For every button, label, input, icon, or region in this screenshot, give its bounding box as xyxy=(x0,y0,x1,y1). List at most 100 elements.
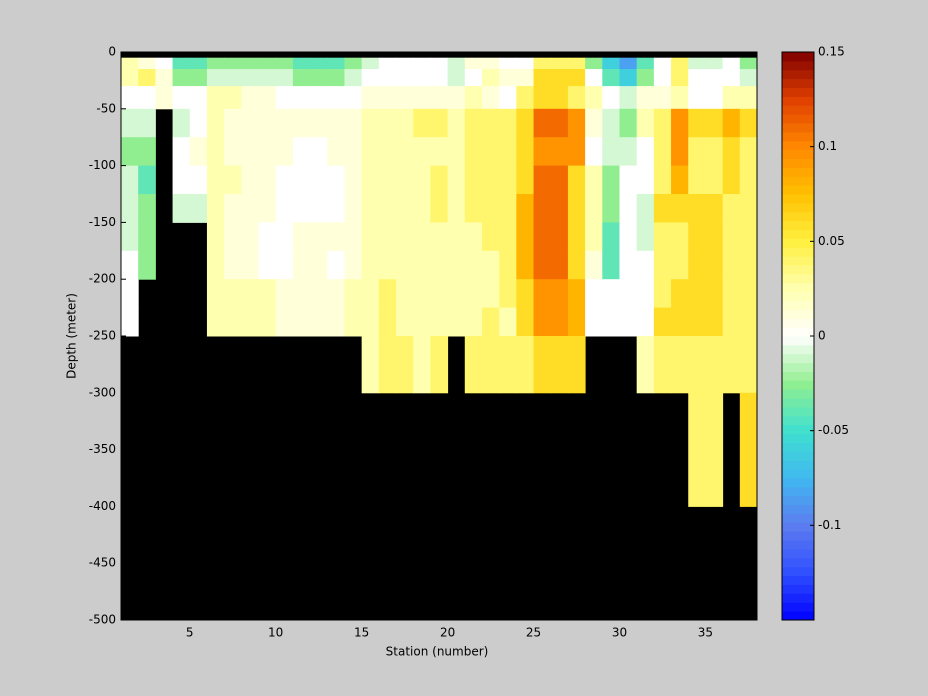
heatmap-cell xyxy=(344,307,363,337)
heatmap-cell xyxy=(602,86,620,110)
heatmap-cell xyxy=(705,194,724,223)
heatmap-cell xyxy=(413,108,431,138)
heatmap-cell xyxy=(739,69,758,87)
heatmap-cell xyxy=(224,194,242,223)
heatmap-cell xyxy=(258,69,277,87)
heatmap-cell xyxy=(499,222,517,252)
colorbar-swatch xyxy=(782,575,814,585)
heatmap-cell xyxy=(172,86,191,110)
heatmap-cell xyxy=(258,108,277,138)
heatmap-cell xyxy=(396,250,414,280)
heatmap-cell xyxy=(516,165,535,195)
colorbar-swatch xyxy=(782,504,814,514)
heatmap-cell xyxy=(344,194,363,223)
heatmap-cell xyxy=(550,279,569,309)
heatmap-cell xyxy=(533,57,552,70)
heatmap-cell xyxy=(378,165,397,195)
heatmap-cell xyxy=(585,69,603,87)
heatmap-cell xyxy=(292,307,311,337)
heatmap-cell xyxy=(739,222,758,252)
heatmap-cell xyxy=(413,222,431,252)
heatmap-cell xyxy=(567,222,586,252)
heatmap-cell xyxy=(155,86,174,110)
heatmap-cell xyxy=(671,108,689,138)
heatmap-cell xyxy=(567,194,586,223)
heatmap-cell xyxy=(585,307,603,337)
colorbar-swatch xyxy=(782,362,814,372)
heatmap-cell xyxy=(275,165,294,195)
heatmap-cell xyxy=(481,194,500,223)
heatmap-cell xyxy=(516,69,535,87)
heatmap-cell xyxy=(464,108,483,138)
y-tick-label: -50 xyxy=(96,101,116,115)
colorbar-swatch xyxy=(782,486,814,497)
heatmap-cell xyxy=(138,57,156,70)
heatmap-cell xyxy=(619,307,638,337)
heatmap-cell xyxy=(378,108,397,138)
heatmap-cell xyxy=(121,279,139,309)
heatmap-cell xyxy=(516,57,535,70)
heatmap-cell xyxy=(224,250,242,280)
heatmap-cell xyxy=(224,279,242,309)
heatmap-cell xyxy=(224,165,242,195)
heatmap-cell xyxy=(533,86,552,110)
heatmap-cell xyxy=(378,69,397,87)
heatmap-cell xyxy=(499,86,517,110)
colorbar-swatch xyxy=(782,557,814,568)
heatmap-cell xyxy=(121,222,139,252)
heatmap-cell xyxy=(499,336,517,394)
colorbar-swatch xyxy=(782,602,814,612)
heatmap-cell xyxy=(206,57,225,70)
heatmap-cell xyxy=(533,165,552,195)
heatmap-cell xyxy=(189,108,208,138)
heatmap-cell xyxy=(396,86,414,110)
heatmap-cell xyxy=(275,279,294,309)
colorbar-swatch xyxy=(782,593,814,603)
colorbar-swatch xyxy=(782,273,814,284)
heatmap-cell xyxy=(499,279,517,309)
heatmap-cell xyxy=(653,57,672,70)
y-tick-label: -150 xyxy=(89,215,116,229)
heatmap-cell xyxy=(585,57,603,70)
y-tick-label: -500 xyxy=(89,613,116,627)
heatmap-cell xyxy=(327,307,345,337)
heatmap-cell xyxy=(705,392,724,507)
heatmap-cell xyxy=(671,279,689,309)
colorbar-swatch xyxy=(782,398,814,408)
heatmap-cell xyxy=(688,86,706,110)
heatmap-cell xyxy=(688,279,706,309)
heatmap-cell xyxy=(602,279,620,309)
heatmap-cell xyxy=(653,336,672,394)
heatmap-cell xyxy=(636,336,655,394)
x-axis-label: Station (number) xyxy=(386,645,489,659)
heatmap-cell xyxy=(413,57,431,70)
heatmap-cell xyxy=(241,57,260,70)
heatmap-cell xyxy=(138,86,156,110)
heatmap-cell xyxy=(688,222,706,252)
heatmap-cell xyxy=(396,336,414,394)
heatmap-cell xyxy=(550,86,569,110)
heatmap-cell xyxy=(671,307,689,337)
heatmap-cell xyxy=(499,108,517,138)
heatmap-cell xyxy=(241,165,260,195)
heatmap-cell xyxy=(430,336,449,394)
heatmap-cell xyxy=(739,307,758,337)
heatmap-cell xyxy=(241,307,260,337)
heatmap-cell xyxy=(138,250,156,280)
colorbar-tick-label: -0.1 xyxy=(818,518,841,532)
heatmap-cell xyxy=(481,86,500,110)
heatmap-cell xyxy=(310,194,328,223)
heatmap-cell xyxy=(258,137,277,167)
heatmap-cell xyxy=(361,69,380,87)
heatmap-cell xyxy=(739,392,758,507)
heatmap-cell xyxy=(671,250,689,280)
heatmap-cell xyxy=(671,336,689,394)
heatmap-cell xyxy=(722,57,741,70)
heatmap-cell xyxy=(636,165,655,195)
heatmap-cell xyxy=(241,137,260,167)
heatmap-cell xyxy=(447,194,466,223)
heatmap-cell xyxy=(258,57,277,70)
heatmap-cell xyxy=(361,137,380,167)
heatmap-cell xyxy=(275,250,294,280)
heatmap-cell xyxy=(722,165,741,195)
